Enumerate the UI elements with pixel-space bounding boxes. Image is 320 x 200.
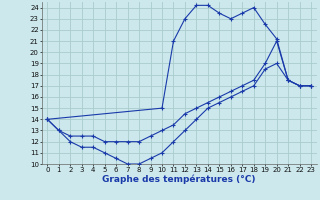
X-axis label: Graphe des températures (°C): Graphe des températures (°C) [102,174,256,184]
